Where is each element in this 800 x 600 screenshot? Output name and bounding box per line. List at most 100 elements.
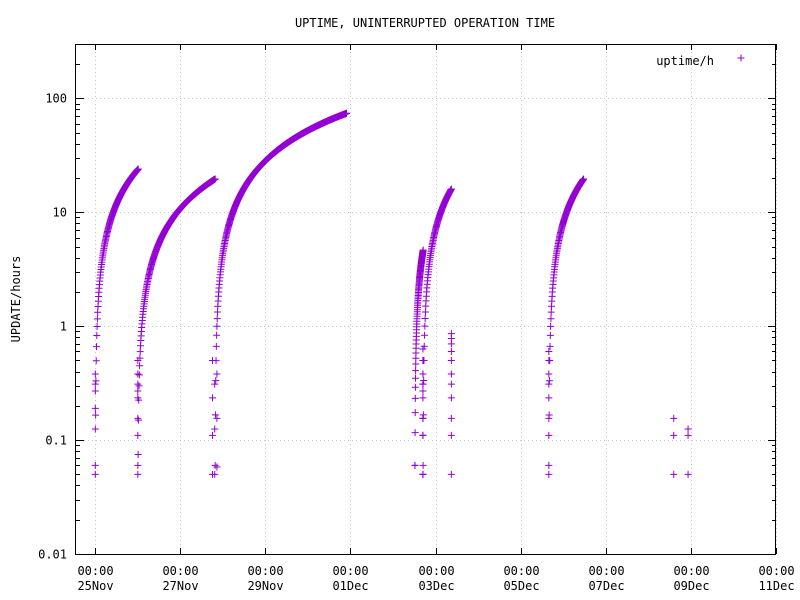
x-tick-label-date: 05Dec [503, 579, 539, 593]
x-tick-label-time: 00:00 [588, 564, 624, 578]
data-point [91, 387, 99, 395]
data-point [421, 315, 429, 323]
x-tick-label-date: 09Dec [673, 579, 709, 593]
data-point [546, 331, 554, 339]
data-point [684, 431, 692, 439]
data-point [135, 371, 143, 379]
data-point [447, 347, 455, 355]
data-point [209, 431, 217, 439]
x-tick-label-time: 00:00 [503, 564, 539, 578]
data-point [547, 315, 555, 323]
x-tick-label-date: 07Dec [588, 579, 624, 593]
x-tick-label-date: 27Nov [162, 579, 198, 593]
data-point [419, 356, 427, 364]
x-tick-label-time: 00:00 [332, 564, 368, 578]
data-point [412, 367, 420, 375]
data-point [209, 356, 217, 364]
data-point [447, 431, 455, 439]
data-point [545, 380, 553, 388]
y-tick-label: 0.1 [45, 434, 67, 448]
y-tick-label: 1 [60, 320, 67, 334]
data-point [213, 414, 221, 422]
data-point [211, 461, 219, 469]
data-point [419, 414, 427, 422]
data-point [412, 374, 420, 382]
data-point [545, 370, 553, 378]
data-point [211, 380, 219, 388]
data-point [545, 414, 553, 422]
data-point [209, 394, 217, 402]
data-point [343, 109, 351, 117]
data-point [419, 387, 427, 395]
data-point [91, 370, 99, 378]
data-point [670, 470, 678, 478]
data-point [411, 429, 419, 437]
data-point [447, 185, 455, 193]
y-tick-label: 0.01 [38, 548, 67, 562]
data-point [134, 387, 142, 395]
data-point [547, 322, 555, 330]
data-point [93, 343, 101, 351]
data-point [134, 165, 142, 173]
x-tick-label-date: 29Nov [247, 579, 283, 593]
data-point [91, 404, 99, 412]
data-point [411, 394, 419, 402]
data-point [737, 54, 745, 62]
data-point [545, 431, 553, 439]
x-tick-label-time: 00:00 [673, 564, 709, 578]
data-point [419, 246, 427, 254]
plot-frame [75, 44, 776, 555]
data-point [411, 461, 419, 469]
axis-ticks [76, 44, 777, 555]
y-tick-label: 100 [45, 92, 67, 106]
data-point [447, 356, 455, 364]
data-point [134, 416, 142, 424]
data-point [580, 175, 588, 183]
data-point [447, 414, 455, 422]
data-point [213, 463, 221, 471]
data-point [92, 377, 100, 385]
data-point [213, 322, 221, 330]
data-point [447, 380, 455, 388]
x-tick-label-date: 01Dec [332, 579, 368, 593]
data-point [213, 315, 221, 323]
data-point [92, 411, 100, 419]
data-point [545, 356, 553, 364]
x-tick-label-time: 00:00 [162, 564, 198, 578]
legend: uptime/h [656, 54, 745, 68]
data-point [93, 323, 101, 331]
data-point [213, 331, 221, 339]
data-point [545, 394, 553, 402]
data-point [92, 357, 100, 365]
data-point [447, 394, 455, 402]
data-point [419, 380, 427, 388]
data-point [211, 470, 219, 478]
data-point [447, 470, 455, 478]
data-point [670, 414, 678, 422]
data-point [211, 175, 219, 183]
data-point [212, 377, 220, 385]
data-point [684, 470, 692, 478]
data-point [670, 431, 678, 439]
data-point [419, 394, 427, 402]
x-tick-label-time: 00:00 [77, 564, 113, 578]
data-point [411, 383, 419, 391]
data-point [134, 356, 142, 364]
data-point [134, 450, 142, 458]
data-point [546, 342, 554, 350]
data-point [447, 370, 455, 378]
data-point [421, 331, 429, 339]
data-point [134, 380, 142, 388]
x-tick-label-date: 25Nov [77, 579, 113, 593]
data-point [93, 332, 101, 340]
data-point [134, 414, 142, 422]
data-point [134, 431, 142, 439]
y-tick-label: 10 [53, 206, 67, 220]
data-point [545, 347, 553, 355]
legend-marker [737, 54, 745, 62]
data-point [213, 370, 221, 378]
data-points [91, 109, 692, 478]
x-tick-label-time: 00:00 [418, 564, 454, 578]
data-point [91, 470, 99, 478]
grid [76, 44, 777, 554]
